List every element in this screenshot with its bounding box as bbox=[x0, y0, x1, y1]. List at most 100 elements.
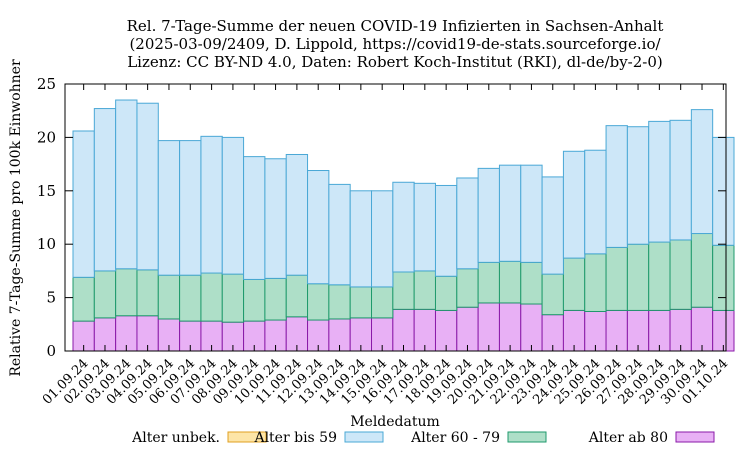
bar-segment bbox=[157, 140, 181, 276]
bar-segment bbox=[413, 308, 436, 352]
bar-segment bbox=[520, 303, 543, 352]
legend: Alter unbek. Alter bis 59 Alter 60 - 79 Alt… bbox=[131, 430, 715, 446]
plot-frame bbox=[64, 83, 727, 352]
bar-segment bbox=[477, 302, 500, 352]
bar-segment bbox=[371, 286, 394, 319]
legend-entry: Alter unbek. bbox=[131, 430, 267, 446]
legend-label: Alter 60 - 79 bbox=[410, 430, 500, 446]
bar-segment bbox=[520, 261, 543, 305]
bar-segment bbox=[456, 306, 479, 352]
bar-segment bbox=[584, 149, 607, 255]
bar-segment bbox=[392, 271, 415, 310]
bar-segment bbox=[712, 244, 735, 311]
bar-segment bbox=[626, 309, 650, 352]
bar-segment bbox=[541, 176, 564, 275]
bar-segment bbox=[413, 270, 436, 310]
bar-segment bbox=[690, 109, 714, 235]
bar-segment bbox=[477, 167, 500, 263]
bar-segment bbox=[392, 181, 415, 273]
legend-swatch bbox=[344, 431, 384, 443]
bar-segment bbox=[605, 246, 628, 311]
plot-area: 051015202501.09.2402.09.2403.09.2404.09.… bbox=[37, 75, 735, 408]
bar-segment bbox=[285, 153, 309, 276]
series-2 bbox=[72, 233, 735, 323]
bar-segment bbox=[264, 158, 287, 279]
bar-segment bbox=[669, 308, 692, 352]
bar-segment bbox=[434, 309, 458, 352]
bar-segment bbox=[179, 140, 202, 276]
bar-segment bbox=[307, 283, 330, 321]
chart-title-line-2: (2025-03-09/2409, D. Lippold, https://co… bbox=[129, 35, 661, 53]
legend-label: Alter bis 59 bbox=[253, 430, 337, 446]
bar-segment bbox=[136, 269, 159, 317]
legend-swatch bbox=[675, 431, 715, 443]
bar-segment bbox=[72, 130, 95, 278]
bar-segment bbox=[477, 261, 500, 304]
bar-segment bbox=[562, 309, 586, 352]
bar-segment bbox=[498, 164, 522, 262]
bar-segment bbox=[648, 241, 671, 311]
bar-segment bbox=[328, 284, 351, 320]
chart-title-line-1: Rel. 7-Tage-Summe der neuen COVID-19 Inf… bbox=[127, 17, 664, 35]
bar-segment bbox=[712, 136, 735, 246]
bar-segment bbox=[584, 253, 607, 312]
bar-segment bbox=[157, 274, 181, 320]
y-tick-label: 25 bbox=[37, 75, 56, 93]
bar-segment bbox=[669, 119, 692, 241]
bar-segment bbox=[349, 190, 373, 288]
bar-segment bbox=[93, 270, 117, 319]
legend-label: Alter ab 80 bbox=[588, 430, 668, 446]
y-tick-label: 20 bbox=[37, 128, 56, 146]
bar-segment bbox=[520, 164, 543, 263]
bar-segment bbox=[179, 274, 202, 322]
bar-segment bbox=[712, 309, 735, 352]
bar-segment bbox=[605, 309, 628, 352]
legend-label: Alter unbek. bbox=[131, 430, 220, 446]
bar-segment bbox=[221, 273, 245, 323]
bar-segment bbox=[328, 183, 351, 286]
bar-segment bbox=[307, 170, 330, 285]
bar-segment bbox=[349, 286, 373, 319]
x-axis-label: Meldedatum bbox=[350, 414, 440, 430]
bar-segment bbox=[648, 309, 671, 352]
bar-segment bbox=[605, 125, 628, 248]
bar-segment bbox=[541, 273, 564, 316]
bar-segment bbox=[243, 278, 266, 322]
bar-segment bbox=[626, 243, 650, 311]
legend-entry: Alter ab 80 bbox=[588, 430, 715, 446]
bar-segment bbox=[456, 268, 479, 308]
bar-segment bbox=[562, 150, 586, 259]
legend-swatch bbox=[507, 431, 547, 443]
bar-segment bbox=[562, 257, 586, 311]
y-tick-label: 0 bbox=[46, 342, 56, 360]
chart-title: Rel. 7-Tage-Summe der neuen COVID-19 Inf… bbox=[127, 17, 664, 71]
bar-segment bbox=[626, 126, 650, 245]
legend-entry: Alter 60 - 79 bbox=[410, 430, 547, 446]
bar-segment bbox=[434, 184, 458, 277]
bar-segment bbox=[200, 135, 223, 274]
bar-segment bbox=[392, 308, 415, 352]
y-tick-label: 10 bbox=[37, 235, 56, 253]
chart-title-line-3: Lizenz: CC BY-ND 4.0, Daten: Robert Koch… bbox=[127, 53, 663, 71]
bar-segment bbox=[648, 120, 671, 243]
bar-segment bbox=[72, 276, 95, 322]
bar-segment bbox=[115, 268, 138, 317]
bar-segment bbox=[690, 233, 714, 308]
bar-segment bbox=[200, 272, 223, 322]
bar-segment bbox=[669, 239, 692, 310]
legend-entry: Alter bis 59 bbox=[253, 430, 384, 446]
bar-segment bbox=[243, 156, 266, 280]
legend-swatch bbox=[227, 431, 267, 443]
bar-segment bbox=[498, 260, 522, 304]
bar-segment bbox=[264, 277, 287, 321]
bar-segment bbox=[285, 274, 309, 318]
bar-segment bbox=[413, 182, 436, 272]
bar-segment bbox=[93, 108, 117, 272]
bar-segment bbox=[371, 190, 394, 288]
bar-segment bbox=[690, 306, 714, 352]
y-tick-label: 15 bbox=[37, 182, 56, 200]
bar-segment bbox=[498, 302, 522, 352]
series-1 bbox=[72, 302, 735, 352]
y-axis-label: Relative 7-Tage-Summe pro 100k Einwohner bbox=[8, 59, 24, 377]
